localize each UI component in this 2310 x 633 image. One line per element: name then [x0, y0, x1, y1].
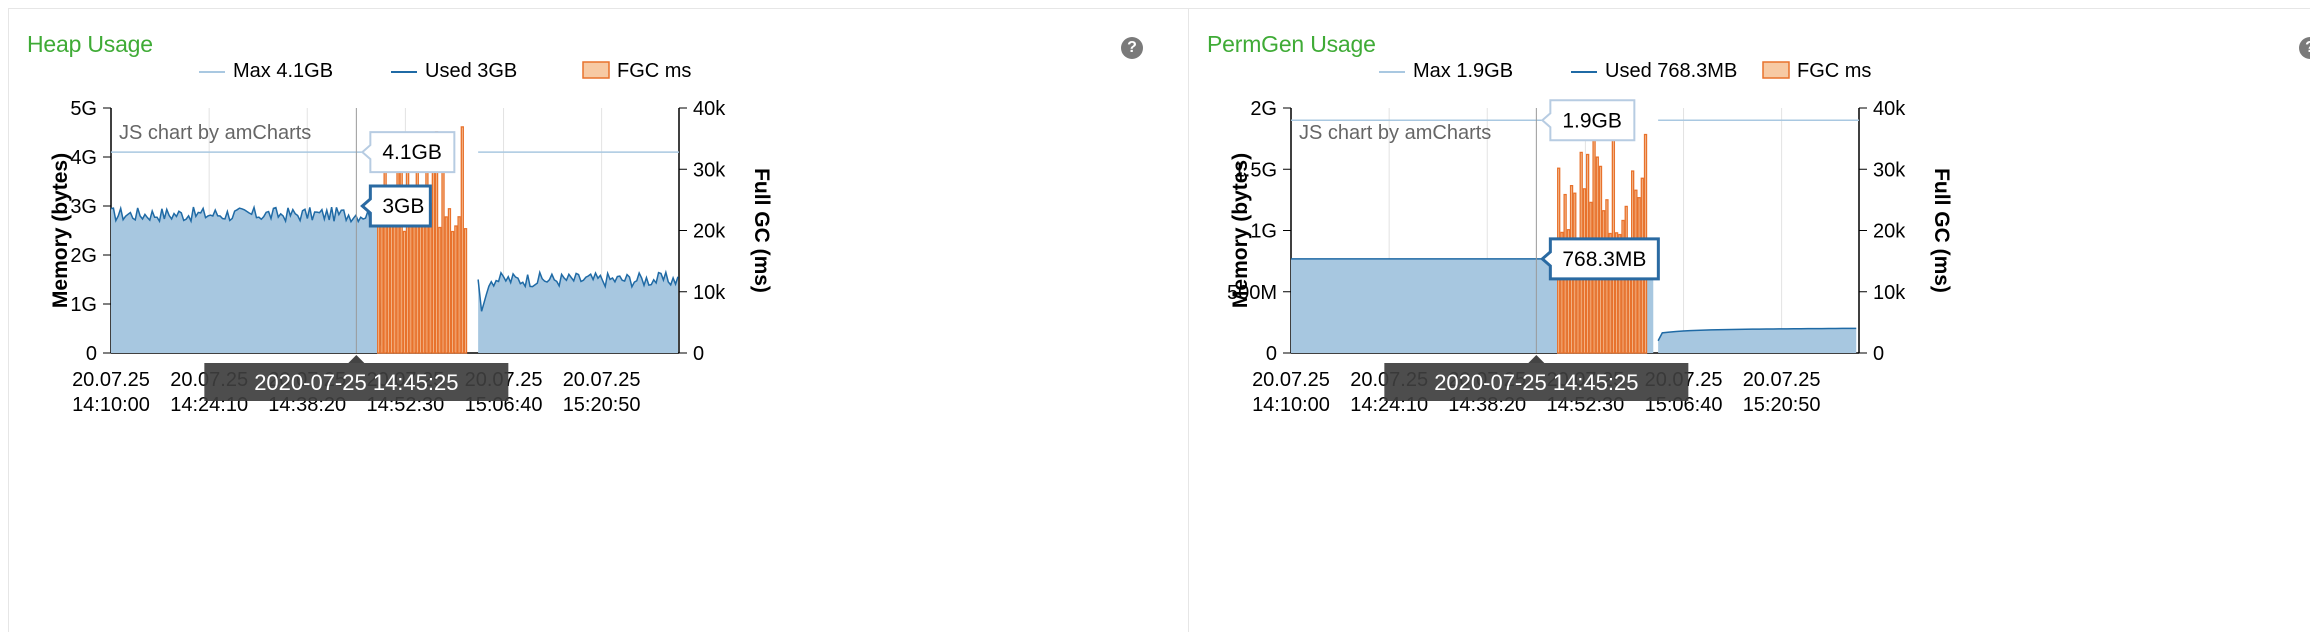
fgc-bar — [460, 126, 464, 354]
fgc-bar — [444, 216, 448, 354]
balloon-used — [360, 184, 432, 228]
cursor-pointer — [1528, 355, 1545, 363]
used-area — [111, 207, 381, 353]
y2-axis-title: Full GC (ms) — [750, 168, 773, 293]
chart-watermark: JS chart by amCharts — [1299, 122, 1491, 144]
y-tick-label: 500M — [1227, 282, 1277, 304]
help-icon[interactable]: ? — [1121, 37, 1143, 59]
balloon-max — [1540, 99, 1636, 142]
cursor-label: 2020-07-25 14:45:25 — [254, 370, 458, 395]
balloon-label: 4.1GB — [382, 141, 442, 164]
x-tick-label-date: 20.07.25 — [1743, 369, 1821, 391]
fgc-bar — [1621, 219, 1625, 354]
used-area — [478, 272, 678, 353]
fgc-bar — [447, 208, 452, 354]
used-line — [110, 204, 382, 346]
used-line — [477, 269, 679, 312]
heap-usage-chart[interactable]: Max 4.1GB Used 3GB FGC ms 0 1G 2G 3G 4G 5G 0 10k 20… — [9, 9, 1189, 633]
y-tick-label: 3G — [70, 196, 97, 218]
y-tick-label: 1.5G — [1234, 159, 1277, 181]
legend-label: Max 4.1GB — [233, 60, 333, 82]
cursor-label: 2020-07-25 14:45:25 — [1434, 370, 1638, 395]
y-tick-label: 5G — [70, 98, 97, 120]
legend-label: FGC ms — [1797, 60, 1871, 82]
fgc-bar — [441, 146, 445, 354]
legend-label: Used 768.3MB — [1605, 60, 1737, 82]
balloon-used — [1540, 237, 1660, 281]
y2-tick-label: 30k — [1873, 159, 1906, 181]
balloon-max — [360, 131, 456, 174]
legend-fgc-swatch — [582, 61, 610, 79]
x-tick-label-time: 14:10:00 — [1252, 394, 1330, 416]
balloon-label: 3GB — [382, 195, 424, 218]
fgc-bar — [422, 208, 426, 354]
y2-tick-label: 40k — [1873, 98, 1906, 120]
fgc-bar — [1602, 210, 1606, 354]
y-tick-label: 2G — [1250, 98, 1277, 120]
x-tick-label-time: 14:10:00 — [72, 394, 150, 416]
y2-tick-label: 30k — [693, 159, 726, 181]
cursor-label-box — [1384, 363, 1689, 401]
fgc-bar — [451, 230, 455, 354]
panel-title: PermGen Usage — [1207, 31, 1376, 57]
permgen-usage-panel: PermGen Usage ? Max 1.9GB Used 768.3MB FGC… — [1188, 8, 2310, 632]
fgc-bar — [396, 145, 400, 354]
legend-label: FGC ms — [617, 60, 691, 82]
help-icon[interactable]: ? — [2299, 37, 2310, 59]
x-tick-label-time: 15:20:50 — [563, 394, 641, 416]
legend-label: Used 3GB — [425, 60, 517, 82]
x-tick-label-date: 20.07.25 — [563, 369, 641, 391]
fgc-bar — [1614, 232, 1619, 354]
cursor-pointer — [348, 355, 365, 363]
fgc-bar — [431, 162, 436, 354]
legend-label: Max 1.9GB — [1413, 60, 1513, 82]
used-area — [1658, 328, 1857, 353]
y2-axis-title: Full GC (ms) — [1930, 168, 1953, 293]
balloon-label: 768.3MB — [1562, 248, 1646, 271]
y2-tick-label: 40k — [693, 98, 726, 120]
y-tick-label: 1G — [70, 294, 97, 316]
y2-tick-label: 20k — [1873, 221, 1906, 243]
x-tick-label-date: 20.07.25 — [72, 369, 150, 391]
y2-tick-label: 0 — [1873, 343, 1884, 365]
y2-tick-label: 10k — [693, 282, 726, 304]
permgen-usage-chart[interactable]: Max 1.9GB Used 768.3MB FGC ms 0 500M 1G 1.5G 2G… — [1189, 9, 2310, 633]
fgc-bar — [1618, 233, 1622, 354]
fgc-bar — [380, 225, 384, 354]
y-axis-title: Memory (bytes) — [1229, 153, 1252, 308]
legend-fgc-swatch — [1762, 61, 1790, 79]
cursor-label-box — [204, 363, 509, 401]
fgc-bar — [1608, 232, 1612, 354]
balloon-label: 1.9GB — [1562, 109, 1622, 132]
fgc-bar — [1560, 231, 1564, 354]
chart-watermark: JS chart by amCharts — [119, 122, 311, 144]
y-tick-label: 0 — [86, 343, 97, 365]
x-tick-label-date: 20.07.25 — [1252, 369, 1330, 391]
fgc-bar — [438, 226, 442, 354]
y-tick-label: 2G — [70, 245, 97, 267]
heap-usage-panel: Heap Usage ? Max 4.1GB Used 3GB FGC ms 0 1G 2… — [8, 8, 1188, 632]
fgc-bar — [412, 214, 416, 354]
y-tick-label: 1G — [1250, 221, 1277, 243]
y-tick-label: 4G — [70, 147, 97, 169]
y2-tick-label: 0 — [693, 343, 704, 365]
used-line — [1657, 327, 1857, 342]
fgc-bar — [409, 225, 413, 354]
fgc-bar — [457, 216, 461, 354]
fgc-bar — [377, 213, 381, 354]
fgc-bar — [463, 228, 468, 354]
y2-tick-label: 10k — [1873, 282, 1906, 304]
fgc-bar — [1566, 229, 1570, 354]
panel-title: Heap Usage — [27, 31, 153, 57]
y2-tick-label: 20k — [693, 221, 726, 243]
y-tick-label: 0 — [1266, 343, 1277, 365]
y-axis-title: Memory (bytes) — [49, 153, 72, 308]
x-tick-label-time: 15:20:50 — [1743, 394, 1821, 416]
fgc-bar — [402, 230, 407, 354]
fgc-bar — [454, 225, 458, 354]
